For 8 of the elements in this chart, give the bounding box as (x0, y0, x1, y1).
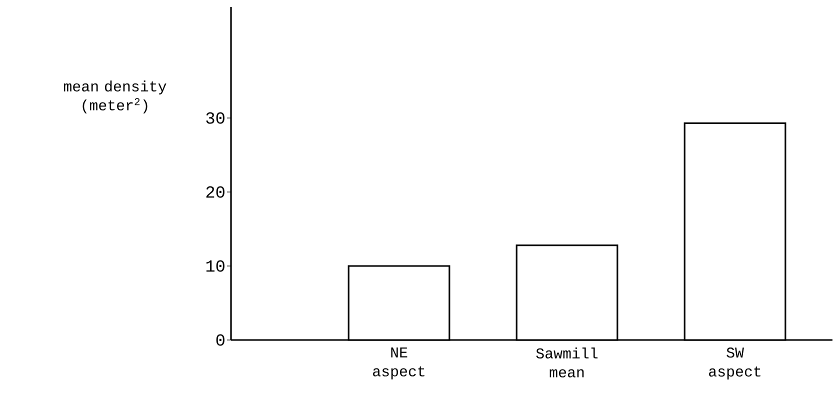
x-tick-label: NE aspect (373, 348, 424, 380)
x-tick-label: Sawmill mean (536, 348, 598, 378)
y-tick-label: 30 (206, 112, 224, 124)
x-tick-label: SW aspect (709, 348, 760, 380)
y-axis-title: mean density (meter$^{2}$) (64, 80, 166, 114)
y-tick-label: 10 (206, 260, 224, 272)
y-tick-label: 0 (216, 334, 224, 346)
y-tick-label: 20 (206, 186, 224, 198)
